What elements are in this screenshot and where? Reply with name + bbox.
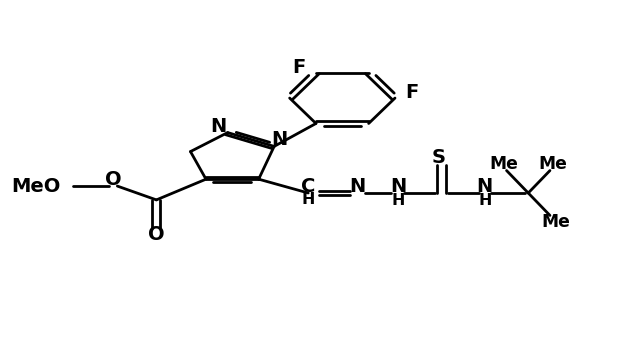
Text: S: S [431,148,445,167]
Text: O: O [105,170,121,189]
Text: H: H [391,193,404,208]
Text: H: H [478,193,491,208]
Text: F: F [406,84,419,102]
Text: N: N [390,177,406,196]
Text: C: C [301,177,316,196]
Text: N: N [271,130,287,149]
Text: N: N [210,117,227,136]
Text: F: F [292,58,305,77]
Text: Me: Me [542,213,571,231]
Text: Me: Me [538,155,568,173]
Text: Me: Me [489,155,518,173]
Text: MeO: MeO [11,176,60,196]
Text: N: N [350,177,366,196]
Text: N: N [477,177,493,196]
Text: H: H [302,192,315,207]
Text: O: O [148,225,164,244]
